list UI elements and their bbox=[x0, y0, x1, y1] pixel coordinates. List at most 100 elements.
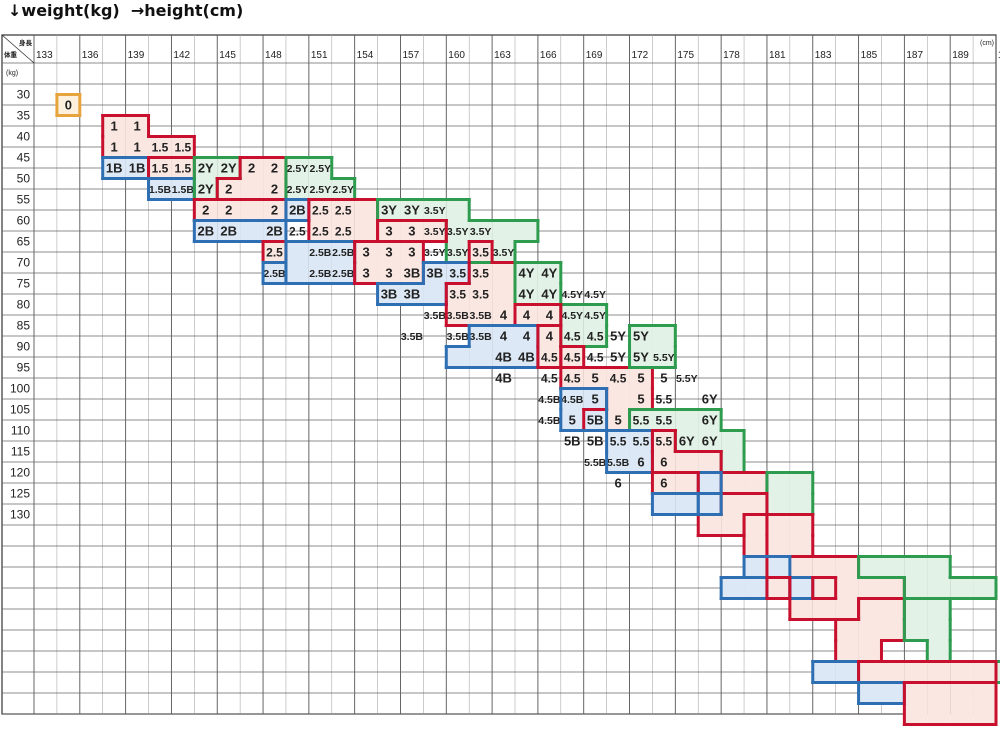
region-cell-regular bbox=[354, 241, 378, 263]
cell-label: 3.5Y bbox=[424, 247, 446, 259]
y-tick-label: 30 bbox=[17, 88, 31, 102]
cell-label: 4.5 bbox=[564, 329, 581, 343]
cell-label: 4Y bbox=[541, 266, 557, 281]
cell-label: 4B bbox=[495, 371, 512, 386]
cell-label: 5 bbox=[592, 371, 599, 386]
cell-label: 2.5 bbox=[312, 203, 329, 217]
cell-label: 4.5Y bbox=[584, 310, 606, 322]
cell-label: 5 bbox=[614, 413, 621, 428]
region-cell-big bbox=[125, 157, 149, 179]
region-cell-regular bbox=[240, 178, 264, 200]
region-cell-regular bbox=[766, 577, 790, 599]
region-cell-big bbox=[789, 577, 813, 599]
x-tick-label: 169 bbox=[586, 50, 603, 61]
region-cell-big bbox=[606, 451, 630, 473]
region-cell-regular bbox=[881, 661, 905, 683]
region-cell-young bbox=[927, 619, 951, 641]
region-cell-big bbox=[721, 577, 745, 599]
region-cell-regular bbox=[904, 682, 928, 704]
region-cell-big bbox=[308, 262, 332, 284]
region-cell-young bbox=[629, 346, 653, 368]
region-cell-young bbox=[515, 220, 538, 242]
cell-label: 3.5Y bbox=[447, 226, 469, 238]
cell-label: 3.5B bbox=[470, 310, 493, 322]
cell-label: 2 bbox=[248, 161, 255, 176]
region-cell-big bbox=[812, 661, 836, 683]
region-cell-regular bbox=[812, 577, 836, 599]
region-cell-regular bbox=[721, 472, 745, 494]
cell-label: 4.5Y bbox=[584, 289, 606, 301]
region-cell-young bbox=[904, 598, 928, 620]
region-cell-regular bbox=[744, 535, 767, 557]
region-cell-regular bbox=[537, 325, 561, 347]
region-cell-big bbox=[423, 283, 447, 305]
region-cell-young bbox=[629, 409, 653, 431]
y-tick-label: 70 bbox=[17, 256, 31, 270]
cell-label: 2.5Y bbox=[310, 184, 332, 196]
x-tick-label: 136 bbox=[82, 50, 99, 61]
region-cell-big bbox=[835, 661, 859, 683]
cell-label: 3.5B bbox=[447, 331, 470, 343]
region-cell-young bbox=[927, 640, 951, 662]
region-cell-regular bbox=[927, 703, 951, 725]
region-cell-kids bbox=[56, 94, 80, 116]
y-tick-label: 100 bbox=[10, 382, 30, 396]
region-cell-regular bbox=[629, 388, 653, 410]
cell-label: 2.5 bbox=[266, 245, 283, 259]
region-cell-young bbox=[285, 157, 309, 179]
region-cell-young bbox=[194, 178, 218, 200]
cell-label: 1B bbox=[106, 161, 123, 176]
region-cell-regular bbox=[148, 136, 172, 158]
cell-label: 3.5 bbox=[472, 245, 489, 259]
x-tick-label: 189 bbox=[952, 50, 969, 61]
cell-label: 2.5 bbox=[335, 203, 352, 217]
region-cell-young bbox=[217, 157, 241, 179]
x-tick-label: 154 bbox=[357, 50, 374, 61]
region-cell-big bbox=[515, 325, 538, 347]
region-cell-big bbox=[377, 283, 401, 305]
cell-label: 1B bbox=[129, 161, 146, 176]
cell-label: 4.5 bbox=[610, 371, 627, 385]
region-cell-regular bbox=[652, 430, 676, 452]
region-cell-regular bbox=[812, 556, 836, 578]
region-cell-young bbox=[789, 472, 813, 494]
y-tick-label: 40 bbox=[17, 130, 31, 144]
region-cell-regular bbox=[721, 493, 745, 515]
x-tick-label: 163 bbox=[494, 50, 511, 61]
region-cell-young bbox=[583, 325, 607, 347]
region-cell-regular bbox=[263, 241, 286, 263]
region-cell-big bbox=[217, 220, 241, 242]
cell-label: 4.5Y bbox=[561, 310, 583, 322]
region-cell-regular bbox=[148, 157, 172, 179]
cell-label: 4 bbox=[523, 329, 531, 344]
cell-label: 2.5 bbox=[289, 224, 306, 238]
region-cell-young bbox=[950, 577, 974, 599]
region-cell-regular bbox=[744, 493, 767, 515]
x-tick-label: 181 bbox=[769, 50, 786, 61]
cell-label: 5B bbox=[564, 434, 581, 449]
cell-label: 1.5B bbox=[172, 184, 195, 196]
region-cell-regular bbox=[698, 451, 722, 473]
region-cell-regular bbox=[675, 472, 699, 494]
cell-label: 1.5 bbox=[175, 161, 192, 175]
region-cell-regular bbox=[950, 682, 974, 704]
region-cell-regular bbox=[950, 703, 974, 725]
region-cell-regular bbox=[858, 640, 882, 662]
x-tick-label: 145 bbox=[219, 50, 236, 61]
region-cell-big bbox=[148, 178, 172, 200]
region-cell-big bbox=[285, 241, 309, 263]
cell-label: 3.5Y bbox=[447, 247, 469, 259]
cell-label: 2 bbox=[202, 203, 209, 218]
region-cell-regular bbox=[354, 262, 378, 284]
region-cell-big bbox=[698, 493, 722, 515]
region-cell-big bbox=[583, 409, 607, 431]
region-cell-young bbox=[515, 283, 538, 305]
region-cell-regular bbox=[721, 514, 745, 536]
region-cell-young bbox=[400, 199, 424, 221]
region-cell-big bbox=[469, 325, 493, 347]
region-cell-regular bbox=[377, 241, 401, 263]
x-tick-label: 133 bbox=[36, 50, 53, 61]
cell-label: 5B bbox=[587, 413, 604, 428]
region-cell-regular bbox=[469, 304, 493, 326]
